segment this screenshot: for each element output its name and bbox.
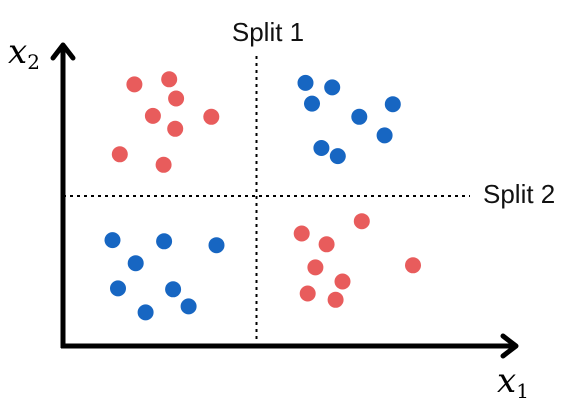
- red-point-13: [405, 257, 421, 274]
- split-2-label: Split 2: [483, 179, 555, 209]
- blue-point-6: [376, 127, 393, 144]
- red-point-15: [299, 285, 316, 302]
- blue-point-14: [165, 281, 182, 298]
- blue-point-7: [313, 140, 330, 156]
- x-axis-label-main: x: [497, 361, 516, 401]
- red-point-3: [168, 90, 185, 107]
- y-axis-label-subscript: 2: [27, 50, 40, 74]
- x-axis-label: x1: [497, 361, 529, 402]
- red-point-10: [293, 225, 310, 242]
- red-point-5: [167, 120, 184, 137]
- x-axis-arrowhead: [500, 333, 519, 359]
- blue-point-3: [304, 95, 320, 112]
- red-point-14: [334, 273, 351, 290]
- red-point-9: [353, 213, 370, 230]
- blue-point-4: [384, 96, 401, 113]
- red-point-16: [327, 291, 344, 308]
- blue-point-2: [324, 79, 341, 96]
- split-1-label: Split 1: [232, 17, 304, 47]
- red-point-2: [161, 71, 178, 88]
- blue-point-15: [137, 304, 154, 321]
- y-axis-label: x2: [8, 32, 40, 74]
- blue-point-10: [156, 233, 173, 250]
- points-layer: [104, 71, 421, 321]
- red-point-4: [144, 107, 161, 124]
- blue-point-5: [351, 108, 368, 125]
- y-axis-arrowhead: [50, 42, 76, 61]
- red-point-11: [318, 236, 335, 253]
- y-axis-label-main: x: [8, 32, 27, 72]
- red-point-7: [111, 146, 128, 163]
- blue-point-9: [104, 232, 121, 249]
- red-point-6: [203, 108, 220, 125]
- blue-point-8: [329, 148, 346, 165]
- blue-point-12: [127, 255, 144, 272]
- red-point-1: [126, 76, 143, 93]
- red-point-8: [155, 156, 172, 173]
- blue-point-16: [180, 298, 197, 315]
- blue-point-11: [208, 237, 225, 254]
- red-point-12: [307, 259, 324, 276]
- x-axis-label-subscript: 1: [516, 379, 529, 402]
- blue-point-13: [110, 280, 126, 297]
- blue-point-1: [297, 74, 314, 91]
